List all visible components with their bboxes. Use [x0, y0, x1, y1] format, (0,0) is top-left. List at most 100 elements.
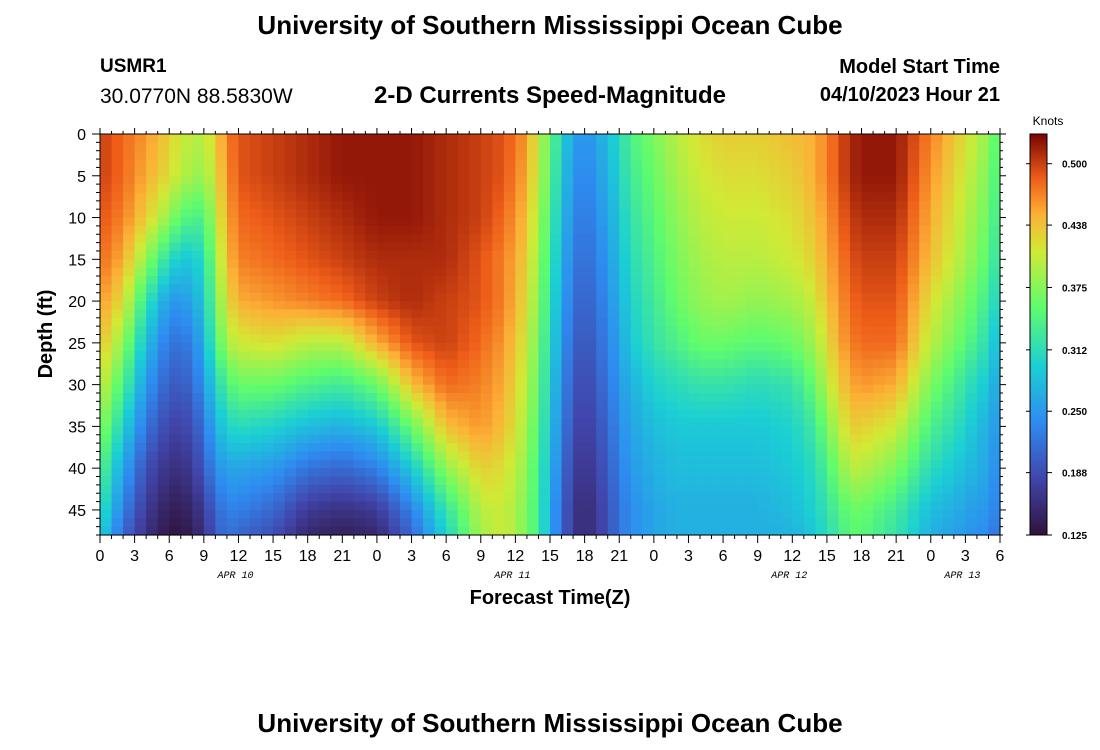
- x-tick-label: 3: [407, 548, 416, 565]
- heat-cell: [561, 242, 574, 252]
- heat-cell: [307, 526, 320, 536]
- heat-cell: [803, 392, 816, 402]
- heat-cell: [503, 167, 516, 177]
- heat-cell: [596, 392, 609, 402]
- heat-cell: [700, 184, 713, 194]
- heat-cell: [423, 351, 436, 361]
- heat-cell: [250, 526, 263, 536]
- heat-cell: [953, 468, 966, 478]
- heat-cell: [584, 200, 597, 210]
- heat-cell: [111, 342, 124, 352]
- heat-cell: [411, 259, 424, 269]
- heat-cell: [942, 309, 955, 319]
- heat-cell: [907, 209, 920, 219]
- heat-cell: [919, 418, 932, 427]
- heat-cell: [976, 468, 990, 478]
- heat-cell: [965, 175, 978, 185]
- heat-cell: [711, 159, 724, 169]
- heat-cell: [723, 250, 736, 260]
- heat-cell: [400, 292, 413, 302]
- heat-cell: [688, 276, 701, 285]
- heat-cell: [953, 493, 966, 503]
- heat-cell: [284, 476, 297, 486]
- heat-cell: [480, 200, 493, 210]
- heat-cell: [376, 134, 390, 143]
- heat-cell: [388, 276, 401, 285]
- heat-cell: [815, 434, 828, 444]
- heat-cell: [769, 250, 782, 260]
- heat-cell: [492, 526, 505, 536]
- heat-cell: [134, 376, 147, 386]
- heat-cell: [607, 468, 620, 478]
- heat-cell: [619, 451, 632, 461]
- heat-cell: [457, 250, 470, 260]
- heat-cell: [169, 175, 182, 185]
- heat-cell: [919, 451, 932, 461]
- heat-cell: [376, 276, 390, 285]
- heat-cell: [261, 359, 274, 369]
- heat-cell: [688, 518, 701, 528]
- heat-cell: [423, 267, 436, 277]
- heat-cell: [676, 418, 690, 427]
- heat-cell: [907, 134, 920, 143]
- heat-cell: [561, 418, 574, 427]
- heat-cell: [250, 276, 263, 285]
- heat-cell: [215, 192, 228, 202]
- heat-cell: [446, 351, 459, 361]
- heat-cell: [492, 317, 505, 327]
- heat-cell: [907, 401, 920, 411]
- heat-cell: [238, 250, 251, 260]
- heat-cell: [284, 192, 297, 202]
- heat-cell: [642, 267, 655, 277]
- heat-cell: [803, 376, 816, 386]
- heat-cell: [469, 259, 482, 269]
- heat-cell: [746, 142, 759, 152]
- heat-cell: [319, 518, 332, 528]
- heat-cell: [434, 134, 447, 143]
- heat-cell: [550, 192, 563, 202]
- heat-cell: [815, 234, 828, 244]
- heat-cell: [157, 468, 170, 478]
- heat-cell: [457, 284, 470, 294]
- heat-cell: [526, 217, 540, 227]
- heat-cell: [792, 150, 805, 160]
- heat-cell: [423, 175, 436, 185]
- heat-cell: [665, 326, 678, 336]
- x-tick-label: 6: [996, 548, 1005, 565]
- heat-cell: [884, 209, 897, 219]
- heat-cell: [723, 159, 736, 169]
- heat-cell: [388, 526, 401, 536]
- heat-cell: [157, 518, 170, 528]
- heat-cell: [134, 259, 147, 269]
- heat-cell: [250, 518, 263, 528]
- heat-cell: [526, 276, 540, 285]
- heat-cell: [665, 259, 678, 269]
- heat-cell: [988, 526, 1001, 536]
- heat-cell: [250, 426, 263, 436]
- heat-cell: [226, 493, 240, 503]
- heat-cell: [584, 259, 597, 269]
- heat-cell: [480, 501, 493, 511]
- heat-cell: [192, 276, 205, 285]
- heat-cell: [711, 459, 724, 469]
- heat-cell: [561, 234, 574, 244]
- heat-cell: [411, 276, 424, 285]
- heat-cell: [757, 309, 770, 319]
- heat-cell: [688, 468, 701, 478]
- heat-cell: [111, 259, 124, 269]
- x-tick-label: 15: [541, 548, 559, 565]
- heat-cell: [284, 276, 297, 285]
- heat-cell: [215, 225, 228, 235]
- heat-cell: [284, 342, 297, 352]
- heat-cell: [711, 317, 724, 327]
- heat-cell: [700, 401, 713, 411]
- heat-cell: [492, 342, 505, 352]
- heat-cell: [284, 150, 297, 160]
- colorbar-tick-label: 0.438: [1062, 221, 1087, 232]
- heat-cell: [503, 526, 516, 536]
- heat-cell: [988, 326, 1001, 336]
- heat-cell: [123, 259, 136, 269]
- heat-cell: [434, 301, 447, 311]
- heat-cell: [780, 501, 793, 511]
- heat-cell: [526, 443, 540, 453]
